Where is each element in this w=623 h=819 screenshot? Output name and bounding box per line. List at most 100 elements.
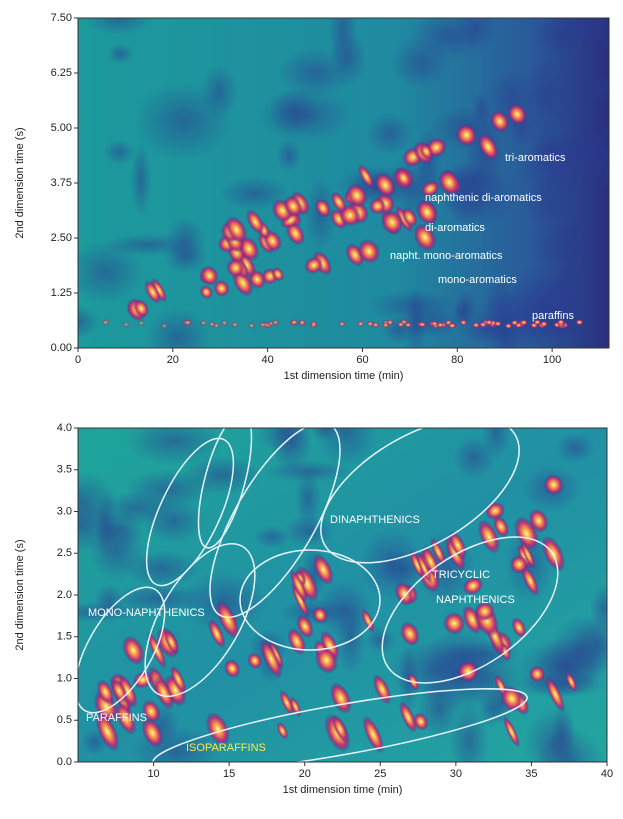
spot [419,143,434,160]
spot [309,320,318,327]
shade [521,58,572,133]
spot [421,545,440,578]
annotation: naphthenic di-aromatics [425,192,542,204]
spot [543,474,564,496]
y-tick-label: 0.00 [51,342,72,354]
annotation: tri-aromatics [505,152,566,164]
spot [477,133,499,161]
shade [329,30,367,87]
spot [528,508,549,533]
spot [430,320,439,327]
texture [78,18,609,348]
shade [366,111,413,156]
spot [493,515,510,538]
spot [418,321,427,328]
spot [216,600,240,640]
annotation: napht. mono-aromatics [390,250,503,262]
spot [132,671,154,689]
spot [413,712,429,731]
spot [213,279,230,297]
x-tick-label: 20 [299,768,311,780]
x-tick-label: 40 [262,354,274,366]
plot: 10 15 20 25 30 35 40 0.0 0.5 1.0 1.5 2.0 2.5 3.0 3.5 4.… [14,422,613,796]
spot [356,320,365,327]
shade [78,305,100,339]
spot [279,689,295,716]
spot [291,582,310,619]
x-axis-label: 1st dimension time (min) [284,370,404,382]
spot [283,195,303,218]
plot: 0 20 40 60 80 100 0.00 1.25 2.50 3.75 5.00 6.25 7.50… [14,12,610,382]
spot [545,676,566,713]
spot [118,674,138,708]
spot [459,319,468,326]
shade [141,498,206,543]
annotation: paraffins [532,310,574,322]
spot [304,256,324,274]
spot [400,621,420,647]
shade [555,432,596,463]
region-outline [320,428,520,564]
spot [184,319,193,326]
spot [199,319,208,326]
x-tick-label: 15 [223,768,235,780]
spot [314,646,338,674]
spot [362,715,385,754]
spot [477,519,500,554]
region-outline [239,549,381,651]
spot [220,319,229,326]
x-tick-label: 30 [450,768,462,780]
shade [452,435,496,480]
shade [130,142,151,217]
y-tick-label: 2.5 [57,547,72,559]
x-tick-label: 40 [601,768,613,780]
spot [443,611,466,635]
y-tick-label: 1.5 [57,631,72,643]
spot [500,685,524,712]
y-tick-label: 3.75 [51,177,72,189]
region-outline [152,688,528,762]
spot [290,319,299,326]
spot [289,569,308,603]
spot [396,321,405,328]
shade [107,43,135,65]
spot [462,577,484,595]
spot [490,110,510,133]
shade [549,701,575,762]
spot [315,198,331,218]
spot [533,319,542,326]
shade [134,81,233,161]
shade [449,701,489,762]
y-tick-label: 3.5 [57,464,72,476]
spot [448,530,467,560]
annotation: MONO-NAPHTHENICS [88,607,205,619]
spot [521,565,539,597]
spot [247,322,256,329]
x-tick-label: 60 [356,354,368,366]
spot [511,617,527,638]
annotation: NAPHTHENICS [436,594,515,606]
spot [474,601,495,622]
annotation: ISOPARAFFINS [186,742,266,754]
spot [276,722,289,740]
x-tick-label: 25 [374,768,386,780]
shade [268,88,318,135]
shade [571,76,609,105]
texture [78,428,607,762]
shade [335,600,366,676]
x-tick-label: 20 [167,354,179,366]
shade [390,35,451,90]
shade [78,471,117,532]
y-axis-label: 2nd dimension time (s) [14,539,26,650]
shade [524,173,574,232]
spot [170,665,187,694]
spot [230,321,239,328]
spot [357,239,381,264]
spot [479,321,488,328]
spot [101,319,110,326]
annotation: PARAFFINS [86,712,147,724]
spot [115,701,137,735]
spot [208,618,226,649]
spot [539,321,548,328]
spot [133,299,150,318]
